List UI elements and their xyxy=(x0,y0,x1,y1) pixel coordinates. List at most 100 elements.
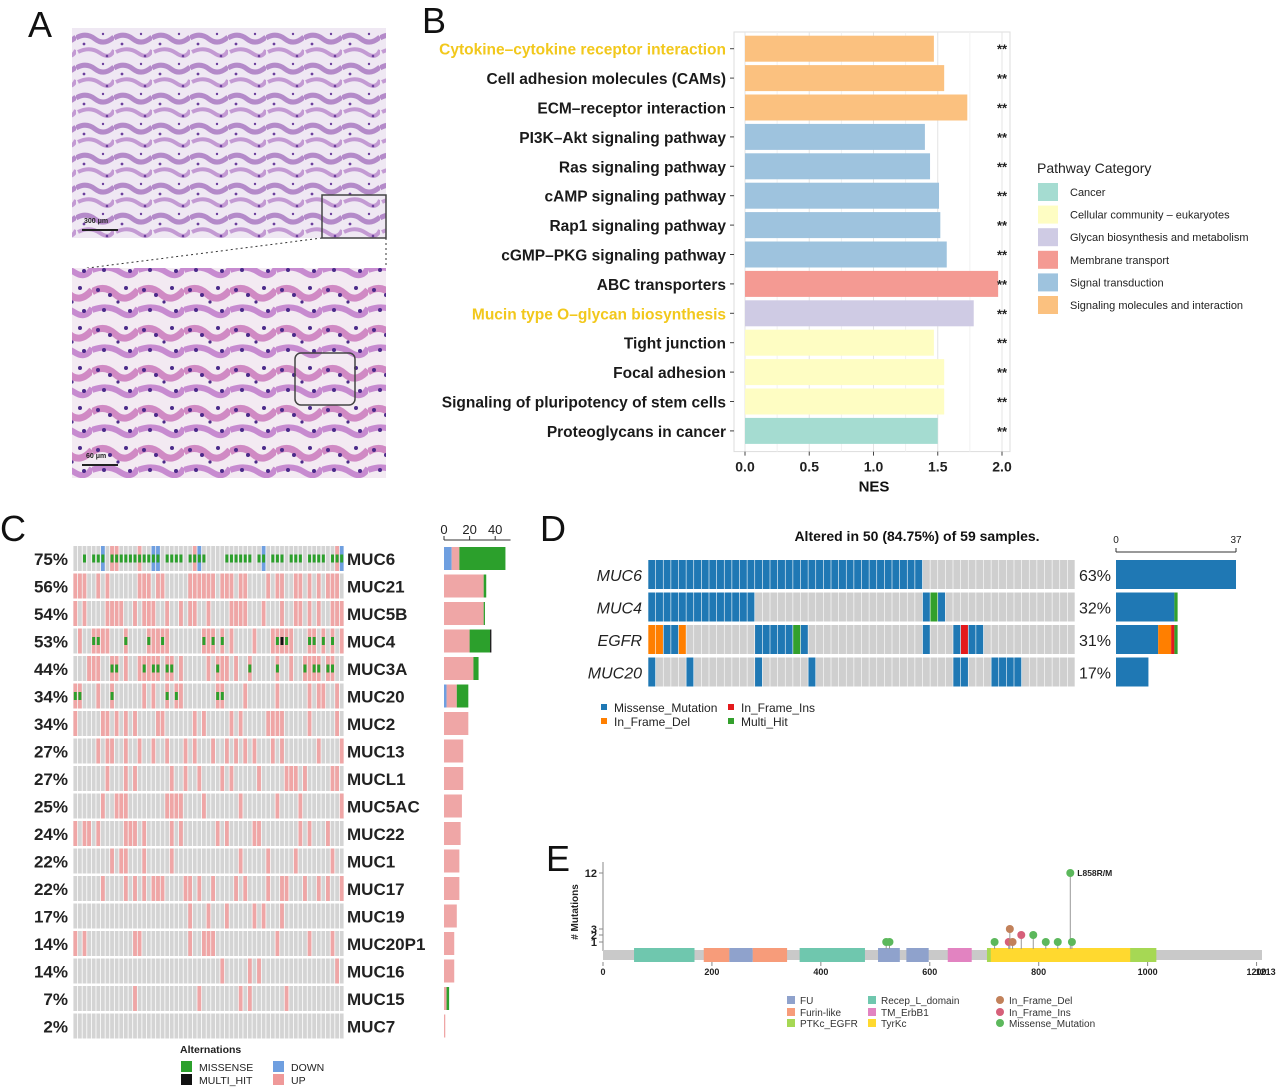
panel-c-gene-label: MUC13 xyxy=(347,743,405,762)
panel-c-cell-missense xyxy=(303,664,307,673)
panel-c-legend-title: Alternations xyxy=(180,1044,241,1056)
panel-d-cell-bg xyxy=(1037,625,1045,654)
panel-c-cell-bg xyxy=(188,711,193,736)
panel-c-cell-bg xyxy=(137,711,142,736)
panel-c-cell-bg xyxy=(303,628,307,654)
panel-d-cell-missense xyxy=(838,560,846,589)
panel-c-cell-bg xyxy=(238,738,243,764)
panel-c-cell-bg xyxy=(215,848,220,874)
panel-c-cell-up xyxy=(303,876,307,901)
panel-c-cell-bg xyxy=(339,766,344,791)
panel-c-cell-bg xyxy=(293,931,298,956)
panel-c-cell-up xyxy=(270,711,275,736)
panel-c-cell-up xyxy=(321,683,326,709)
panel-c-cell-bg xyxy=(197,793,202,819)
panel-c-cell-up xyxy=(335,711,340,736)
panel-c-cell-bg xyxy=(73,656,78,681)
panel-c-cell-bg xyxy=(192,1013,197,1039)
panel-c-cell-bg xyxy=(169,573,174,599)
panel-c-cell-bg xyxy=(252,546,257,571)
panel-c-cell-bg xyxy=(220,601,225,626)
panel-e-domain xyxy=(634,948,695,962)
panel-e-lollipop-head xyxy=(1053,938,1062,946)
panel-c-cell-bg xyxy=(316,931,321,956)
panel-c-cell-missense xyxy=(174,692,178,700)
panel-d-cell-bg xyxy=(785,592,793,622)
panel-c-cell-bg xyxy=(339,848,344,874)
panel-d-legend-label: Missense_Mutation xyxy=(614,701,717,715)
panel-c-cell-missense xyxy=(92,554,96,563)
panel-d-cell-bg xyxy=(762,657,770,687)
panel-c-cell-up xyxy=(335,683,340,709)
panel-c-cell-bg xyxy=(270,656,275,681)
panel-c-cell-bg xyxy=(183,546,188,571)
panel-b-sig-label: ** xyxy=(997,159,1008,174)
panel-c-cell-bg xyxy=(257,876,261,901)
panel-c-legend-label: DOWN xyxy=(291,1062,324,1074)
panel-d-cell-bg xyxy=(945,592,953,622)
panel-d-cell-missense xyxy=(892,560,900,589)
panel-c-cell-bg xyxy=(77,656,82,681)
panel-c-cell-up xyxy=(91,656,96,681)
panel-c-cell-up xyxy=(192,738,197,764)
panel-c-pct-label: 27% xyxy=(34,770,68,789)
panel-c-cell-bg xyxy=(151,958,156,984)
panel-c-cell-bg xyxy=(243,628,248,654)
panel-c-cell-up xyxy=(123,766,128,791)
panel-c-cell-up xyxy=(270,738,275,764)
panel-c-cell-bg xyxy=(339,986,344,1011)
panel-c-cell-bg xyxy=(211,1013,215,1039)
panel-c-cell-bg xyxy=(165,848,170,874)
panel-c-cell-bg xyxy=(77,986,82,1011)
panel-c-cell-bg xyxy=(82,848,87,874)
panel-c-cell-bg xyxy=(91,683,96,709)
panel-c-cell-up xyxy=(298,821,303,846)
panel-d-cell-missense xyxy=(671,592,679,622)
panel-c-cell-bg xyxy=(77,711,82,736)
panel-c-cell-up xyxy=(234,876,238,901)
panel-c-cell-bg xyxy=(224,793,229,819)
panel-c-cell-bg xyxy=(96,848,101,874)
panel-c-cell-up xyxy=(73,931,78,956)
panel-c-cell-up xyxy=(266,711,271,736)
panel-c-pct-label: 34% xyxy=(34,715,68,734)
panel-d-cell-bg xyxy=(869,592,877,622)
panel-c-cell-missense xyxy=(124,637,128,645)
panel-c-cell-up xyxy=(105,738,110,764)
panel-c-cell-bg xyxy=(289,848,294,874)
panel-c-cell-bg xyxy=(128,711,133,736)
panel-c-cell-bg xyxy=(243,766,248,791)
panel-c-cell-up xyxy=(197,766,202,791)
panel-c-cell-bg xyxy=(280,1013,284,1039)
panel-d-cell-missense xyxy=(938,592,946,622)
panel-d-cell-bg xyxy=(1006,625,1014,654)
panel-d-cell-bg xyxy=(816,592,824,622)
panel-c-cell-bg xyxy=(110,711,114,736)
panel-c-cell-bg xyxy=(257,986,261,1011)
panel-c-cell-bg xyxy=(326,1013,330,1039)
panel-d-cell-bg xyxy=(1044,657,1052,687)
panel-c-cell-bg xyxy=(100,601,105,626)
panel-c-cell-bg xyxy=(243,903,248,929)
panel-c-cell-bg xyxy=(206,793,211,819)
panel-c-cell-bg xyxy=(266,821,271,846)
panel-c-cell-bg xyxy=(174,573,179,599)
panel-c-cell-up xyxy=(335,573,340,599)
panel-c-cell-bg xyxy=(146,986,151,1011)
panel-c-cell-bg xyxy=(82,683,87,709)
panel-e-ytick-label: 12 xyxy=(585,868,597,880)
panel-c-cell-bg xyxy=(105,986,110,1011)
panel-letter-a: A xyxy=(28,4,53,45)
panel-c-cell-bg xyxy=(330,986,335,1011)
panel-c-cell-bg xyxy=(91,931,96,956)
panel-c-cell-up xyxy=(197,876,202,901)
panel-c-cell-up xyxy=(119,793,124,819)
panel-c-axis-label: 0 xyxy=(440,522,447,537)
panel-b-bar xyxy=(745,270,999,297)
panel-c-cell-bg xyxy=(197,848,202,874)
panel-c-cell-bg xyxy=(252,793,257,819)
panel-d-cell-bg xyxy=(983,592,991,622)
panel-c-cell-up xyxy=(82,821,87,846)
panel-c-cell-bg xyxy=(137,1013,142,1039)
panel-c-cell-bg xyxy=(280,821,284,846)
